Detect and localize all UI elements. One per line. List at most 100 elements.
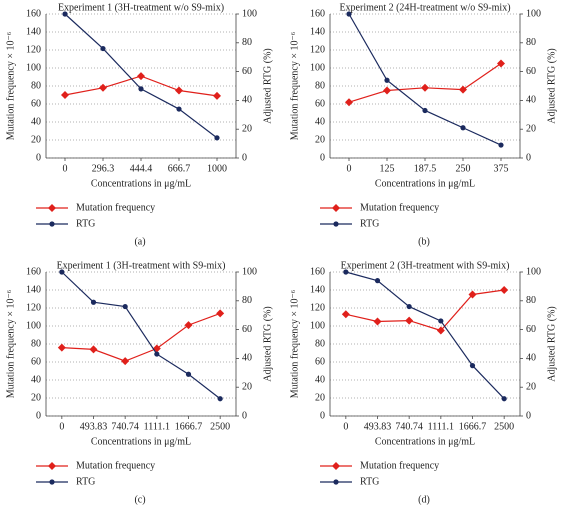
marker (99, 83, 107, 92)
y2-tick-label: 20 (242, 381, 252, 392)
marker (497, 59, 505, 68)
y2-tick-label: 0 (526, 410, 531, 421)
marker (406, 303, 412, 310)
marker (154, 351, 160, 357)
marker (185, 371, 192, 377)
marker (436, 326, 445, 335)
y2-tick-label: 80 (242, 295, 252, 306)
y-tick-label: 140 (26, 284, 41, 295)
y-tick-label: 160 (26, 8, 41, 19)
x-tick-label: 1111.1 (428, 421, 454, 432)
y2-tick-label: 80 (242, 37, 252, 48)
y-tick-label: 60 (315, 98, 325, 109)
y-tick-label: 40 (31, 374, 41, 385)
x-tick-label: 493.83 (364, 421, 392, 432)
x-tick-label: 125 (380, 163, 395, 174)
y-tick-label: 100 (26, 320, 41, 331)
x-tick-label: 2500 (494, 421, 514, 432)
chart-title: Experiment 2 (24H-treatment w/o S9-mix) (339, 2, 510, 13)
y-tick-label: 100 (310, 62, 325, 73)
y2-tick-label: 20 (526, 381, 536, 392)
marker (213, 91, 221, 100)
marker (57, 343, 66, 352)
marker (333, 221, 339, 227)
y-tick-label: 40 (315, 116, 325, 127)
legend-label: RTG (76, 476, 95, 487)
y2-tick-label: 0 (526, 152, 531, 163)
y2-tick-label: 40 (526, 353, 536, 364)
marker (373, 317, 382, 326)
marker (421, 83, 429, 92)
marker (49, 221, 55, 227)
y-tick-label: 0 (36, 410, 41, 421)
y-tick-label: 80 (315, 338, 325, 349)
panel-label: (d) (418, 494, 430, 505)
y2-tick-label: 80 (526, 37, 536, 48)
marker (468, 290, 477, 299)
marker (459, 85, 467, 94)
marker (332, 462, 340, 470)
marker (61, 91, 69, 99)
y-tick-label: 100 (310, 320, 325, 331)
marker (333, 479, 339, 485)
y2-axis-label: Adjusted RTG (%) (546, 48, 557, 124)
x-tick-label: 250 (456, 163, 471, 174)
x-tick-label: 666.7 (168, 163, 191, 174)
marker (460, 125, 466, 131)
marker (498, 142, 504, 148)
marker (214, 135, 220, 141)
y2-tick-label: 100 (526, 266, 541, 277)
y-tick-label: 60 (31, 356, 41, 367)
y2-axis-label: Adjusted RTG (%) (262, 48, 273, 124)
marker (48, 204, 56, 212)
x-tick-label: 296.3 (92, 163, 115, 174)
y2-tick-label: 40 (242, 95, 252, 106)
x-tick-label: 0 (59, 421, 64, 432)
y-axis-label: Mutation frequency × 10⁻⁶ (289, 31, 300, 140)
y2-tick-label: 40 (242, 353, 252, 364)
y-tick-label: 60 (31, 98, 41, 109)
marker (341, 310, 350, 319)
y-tick-label: 160 (310, 8, 325, 19)
marker (374, 278, 381, 284)
x-axis-label: Concentrations in μg/mL (375, 178, 475, 189)
y-tick-label: 20 (31, 134, 41, 145)
chart-title: Experiment 1 (3H-treatment w/o S9-mix) (58, 2, 224, 13)
marker (89, 345, 98, 354)
legend-label: Mutation frequency (76, 460, 155, 471)
y2-tick-label: 20 (526, 123, 536, 134)
y-tick-label: 140 (310, 26, 325, 37)
y-tick-label: 120 (310, 302, 325, 313)
y2-tick-label: 60 (242, 66, 252, 77)
marker (138, 86, 144, 92)
marker (500, 286, 509, 294)
marker (332, 204, 340, 212)
y-tick-label: 80 (31, 338, 41, 349)
panel-label: (b) (418, 236, 430, 247)
y-tick-label: 40 (31, 116, 41, 127)
y2-axis-label: Adjusted RTG (%) (262, 306, 273, 382)
x-tick-label: 2500 (210, 421, 230, 432)
x-tick-label: 1666.7 (459, 421, 487, 432)
marker (384, 77, 390, 83)
marker (121, 357, 130, 366)
marker (59, 269, 65, 275)
series-line (61, 271, 221, 400)
marker (343, 269, 349, 275)
x-tick-label: 493.83 (80, 421, 108, 432)
y2-tick-label: 40 (526, 95, 536, 106)
marker (216, 309, 225, 318)
legend-label: Mutation frequency (360, 460, 439, 471)
marker (438, 318, 444, 324)
marker (176, 106, 182, 112)
y-tick-label: 0 (320, 410, 325, 421)
x-tick-label: 0 (343, 421, 348, 432)
y-tick-label: 140 (26, 26, 41, 37)
y2-axis-label: Adjusted RTG (%) (546, 306, 557, 382)
x-axis-label: Concentrations in μg/mL (91, 436, 191, 447)
legend-label: RTG (360, 218, 379, 229)
y-tick-label: 20 (315, 392, 325, 403)
y-tick-label: 60 (315, 356, 325, 367)
x-axis-label: Concentrations in μg/mL (91, 178, 191, 189)
